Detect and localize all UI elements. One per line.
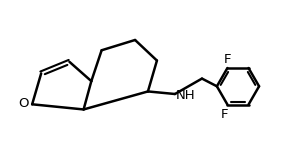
Text: NH: NH [176,89,196,102]
Text: F: F [221,108,229,121]
Text: F: F [224,52,231,66]
Text: O: O [19,97,29,109]
